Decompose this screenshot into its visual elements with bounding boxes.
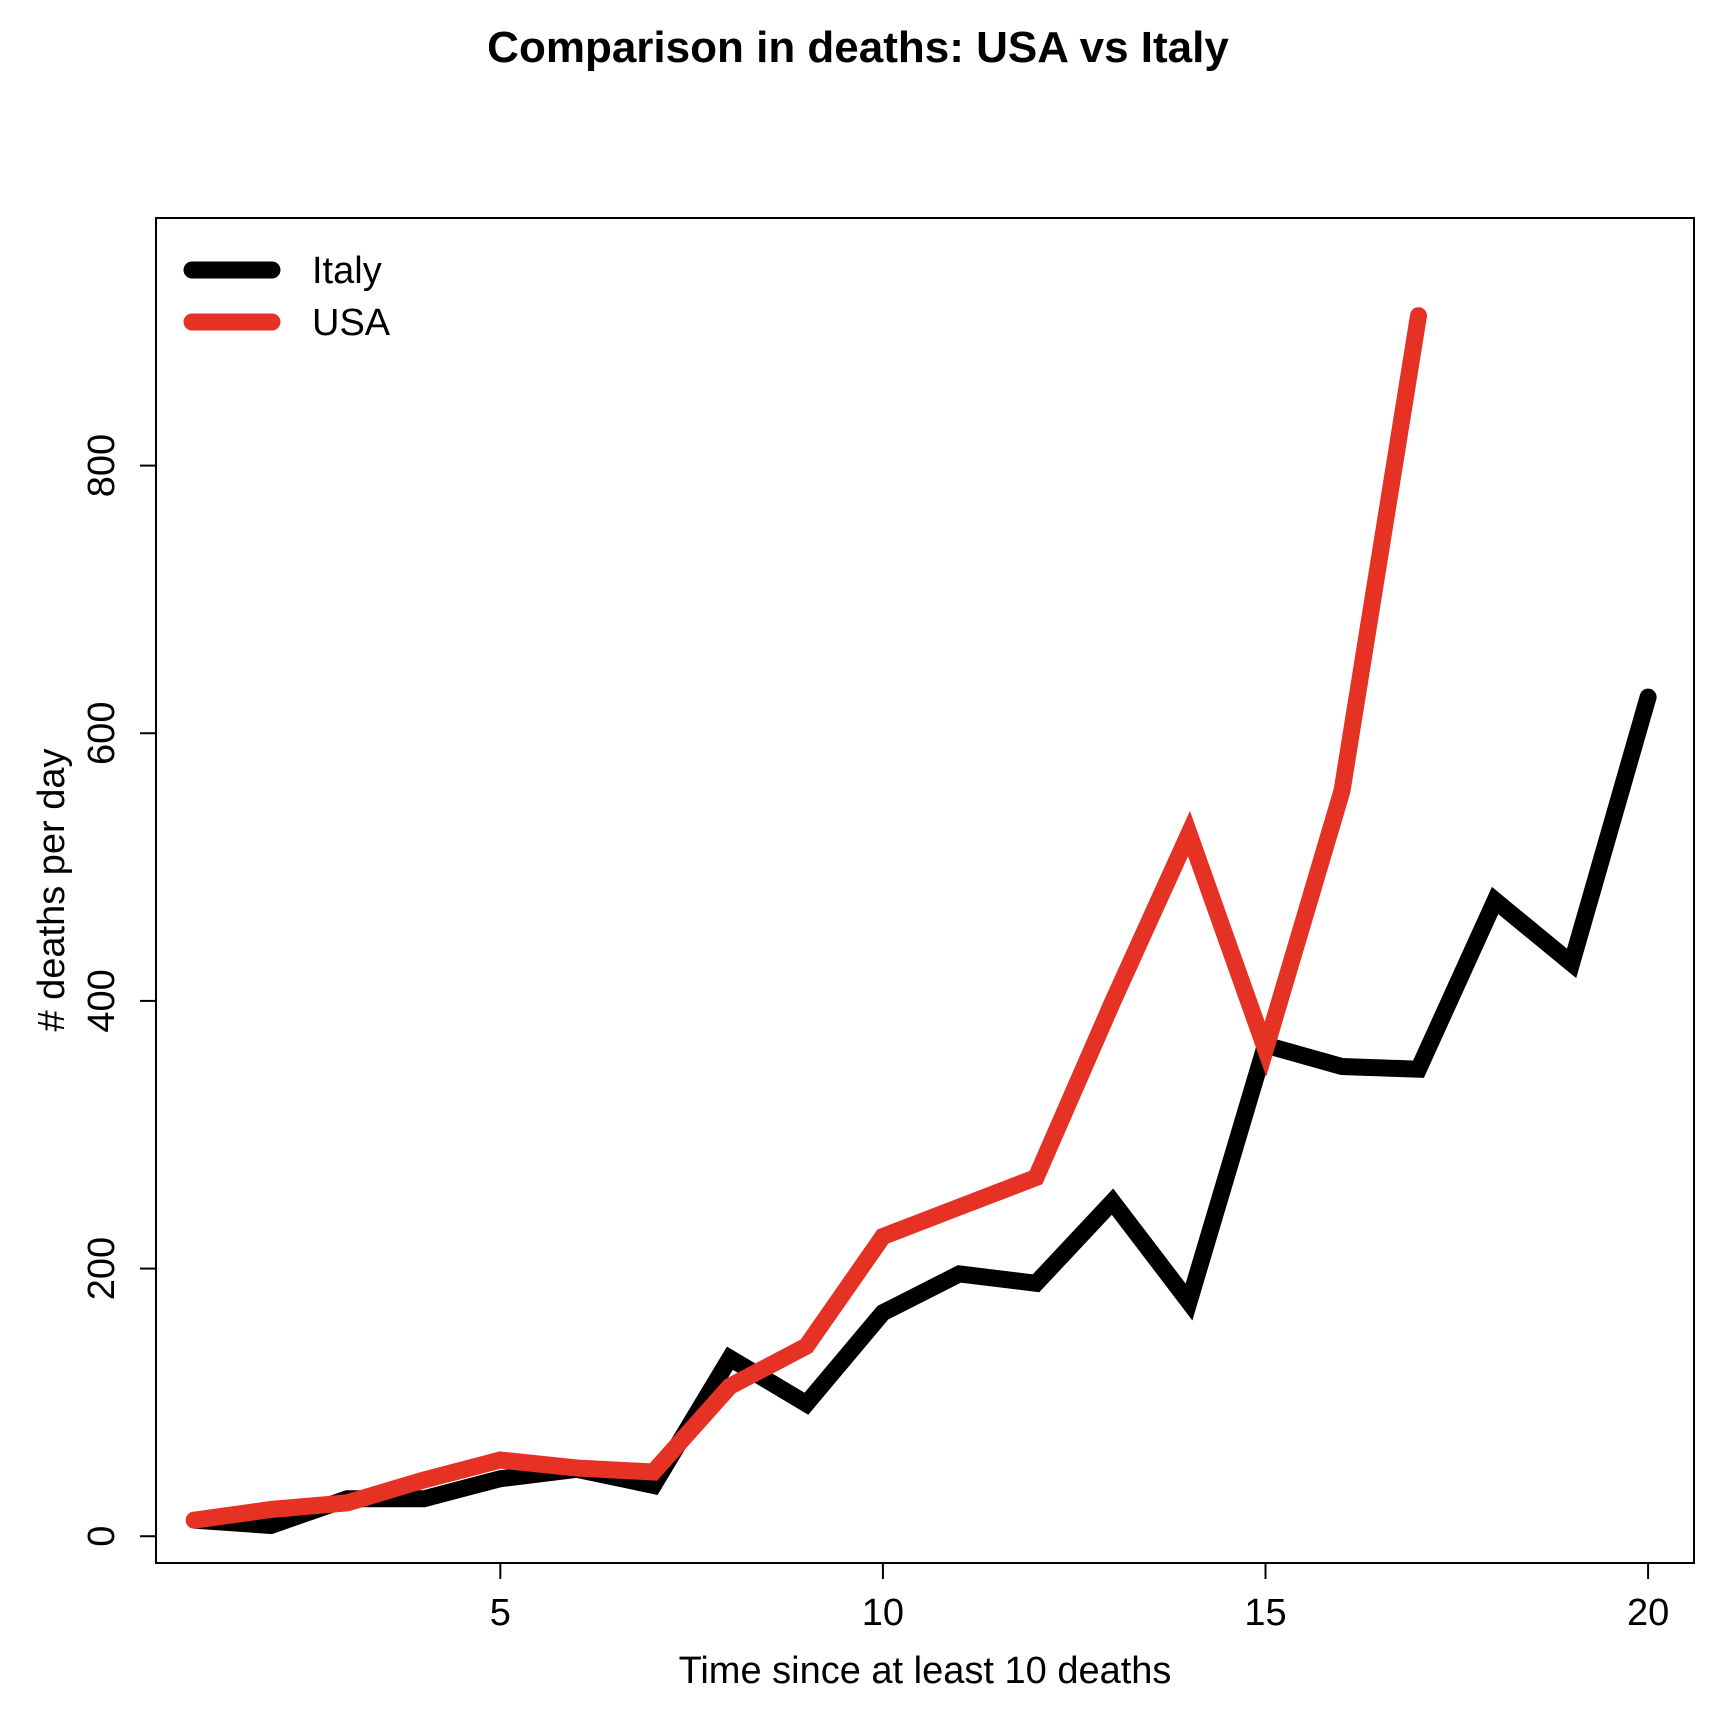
y-tick-label: 800 [81,434,123,497]
series-line-usa [185,307,1427,1529]
y-axis: 0 200 400 600 800 [81,434,156,1547]
series-layer [185,307,1657,1535]
x-axis-label: Time since at least 10 deaths [679,1650,1172,1692]
y-tick-label: 600 [81,702,123,765]
y-axis-label: # deaths per day [31,748,73,1031]
plot-frame [155,217,1695,1564]
series-line-italy [185,688,1657,1535]
y-tick-label: 400 [81,969,123,1032]
chart-title: Comparison in deaths: USA vs Italy [487,23,1229,72]
x-tick-label: 20 [1627,1592,1669,1634]
y-tick-label: 200 [81,1237,123,1300]
legend-label-italy: Italy [312,250,382,292]
y-tick-label: 0 [81,1526,123,1547]
x-axis: 5 10 15 20 [490,1563,1669,1634]
x-tick-label: 15 [1244,1592,1286,1634]
legend: Italy USA [183,250,391,344]
x-tick-label: 10 [862,1592,904,1634]
x-tick-label: 5 [490,1592,511,1634]
legend-label-usa: USA [312,302,391,344]
